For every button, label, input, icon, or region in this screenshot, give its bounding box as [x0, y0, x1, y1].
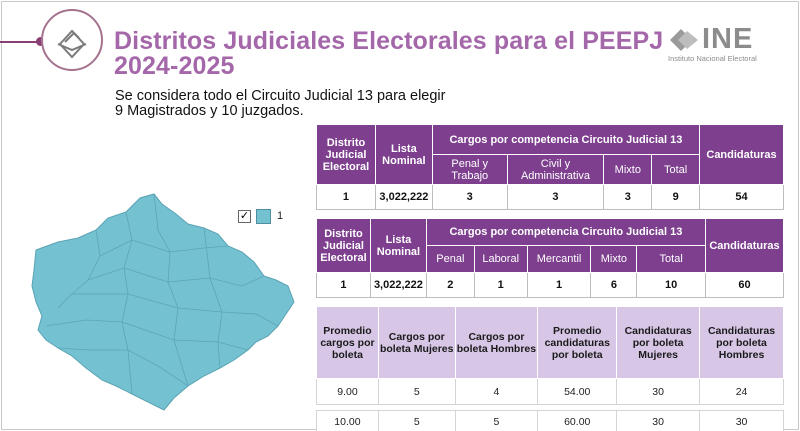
- table-row: 9.00 5 4 54.00 30 24: [316, 378, 784, 405]
- table-cell: 1: [316, 184, 376, 210]
- table-cell: 3: [431, 184, 508, 210]
- th-cargos-hombres: Cargos por boleta Hombres: [454, 306, 539, 379]
- th-sub: Penal: [425, 245, 475, 273]
- th-candidaturas: Candidaturas: [699, 124, 784, 185]
- th-sub: Civil y Administrativa: [506, 154, 605, 185]
- table-cell: 10: [636, 272, 706, 298]
- th-promedio-cargos: Promedio cargos por boleta: [316, 306, 379, 379]
- table-circuito-2: Distrito Judicial Electoral Lista Nomina…: [316, 218, 784, 298]
- legend-label: 1: [277, 210, 284, 222]
- ine-mark-icon: [670, 29, 698, 51]
- th-sub: Total: [651, 154, 701, 185]
- table-cell: 24: [699, 378, 784, 405]
- table-cell: 54: [699, 184, 784, 210]
- table-boletas: Promedio cargos por boleta Cargos por bo…: [316, 306, 784, 431]
- ballot-logo-icon: [41, 9, 103, 71]
- oaxaca-map: [31, 193, 295, 411]
- table-cell: 3: [603, 184, 653, 210]
- table-cell: 5: [377, 378, 456, 405]
- th-candidaturas-mujeres: Candidaturas por boleta Mujeres: [616, 306, 701, 379]
- th-distrito: Distrito Judicial Electoral: [316, 124, 376, 185]
- table-cell: 9.00: [316, 378, 379, 405]
- th-cargos-mujeres: Cargos por boleta Mujeres: [377, 306, 456, 379]
- th-sub: Laboral: [473, 245, 528, 273]
- legend-checkbox[interactable]: ✓: [238, 210, 251, 223]
- th-sub: Mixto: [603, 154, 653, 185]
- th-promedio-candidaturas: Promedio candidaturas por boleta: [537, 306, 618, 379]
- table-cell: 5: [454, 410, 539, 431]
- th-cargos: Cargos por competencia Circuito Judicial…: [431, 124, 701, 155]
- table-cell: 1: [316, 272, 371, 298]
- table-cell: 30: [616, 378, 701, 405]
- table-row: 10.00 5 5 60.00 30 30: [316, 410, 784, 431]
- th-lista: Lista Nominal: [369, 218, 427, 273]
- table-cell: 9: [651, 184, 701, 210]
- table-cell: 54.00: [537, 378, 618, 405]
- th-candidaturas: Candidaturas: [705, 218, 784, 273]
- table-cell: 6: [590, 272, 638, 298]
- table-cell: 2: [425, 272, 475, 298]
- table-cell: 1: [473, 272, 528, 298]
- th-sub: Mercantil: [526, 245, 592, 273]
- page-subtitle: Se considera todo el Circuito Judicial 1…: [115, 89, 445, 119]
- page-title: Distritos Judiciales Electorales para el…: [114, 27, 664, 80]
- th-cargos: Cargos por competencia Circuito Judicial…: [425, 218, 707, 246]
- ine-logo-subtitle: Instituto Nacional Electoral: [668, 54, 757, 63]
- header-dot: [36, 37, 45, 46]
- table-cell: 3,022,222: [369, 272, 427, 298]
- th-distrito: Distrito Judicial Electoral: [316, 218, 371, 273]
- table-cell: 5: [377, 410, 456, 431]
- subtitle-line-2: 9 Magistrados y 10 juzgados.: [115, 103, 304, 119]
- table-cell: 30: [699, 410, 784, 431]
- table-cell: 3: [506, 184, 605, 210]
- table-cell: 60: [705, 272, 784, 298]
- table-cell: 4: [454, 378, 539, 405]
- table-cell: 1: [526, 272, 592, 298]
- table-cell: 3,022,222: [374, 184, 433, 210]
- th-sub: Mixto: [590, 245, 638, 273]
- header-line: [0, 41, 48, 43]
- th-sub: Penal y Trabajo: [431, 154, 508, 185]
- th-candidaturas-hombres: Candidaturas por boleta Hombres: [699, 306, 784, 379]
- ine-logo: INE Instituto Nacional Electoral: [666, 24, 788, 66]
- ine-logo-word: INE: [702, 23, 754, 55]
- table-cell: 30: [616, 410, 701, 431]
- table-cell: 10.00: [316, 410, 379, 431]
- subtitle-line-1: Se considera todo el Circuito Judicial 1…: [115, 88, 446, 104]
- table-circuito-1: Distrito Judicial Electoral Lista Nomina…: [316, 124, 784, 210]
- th-sub: Total: [636, 245, 706, 273]
- table-cell: 60.00: [537, 410, 618, 431]
- legend-swatch: [256, 209, 271, 224]
- th-lista: Lista Nominal: [374, 124, 433, 185]
